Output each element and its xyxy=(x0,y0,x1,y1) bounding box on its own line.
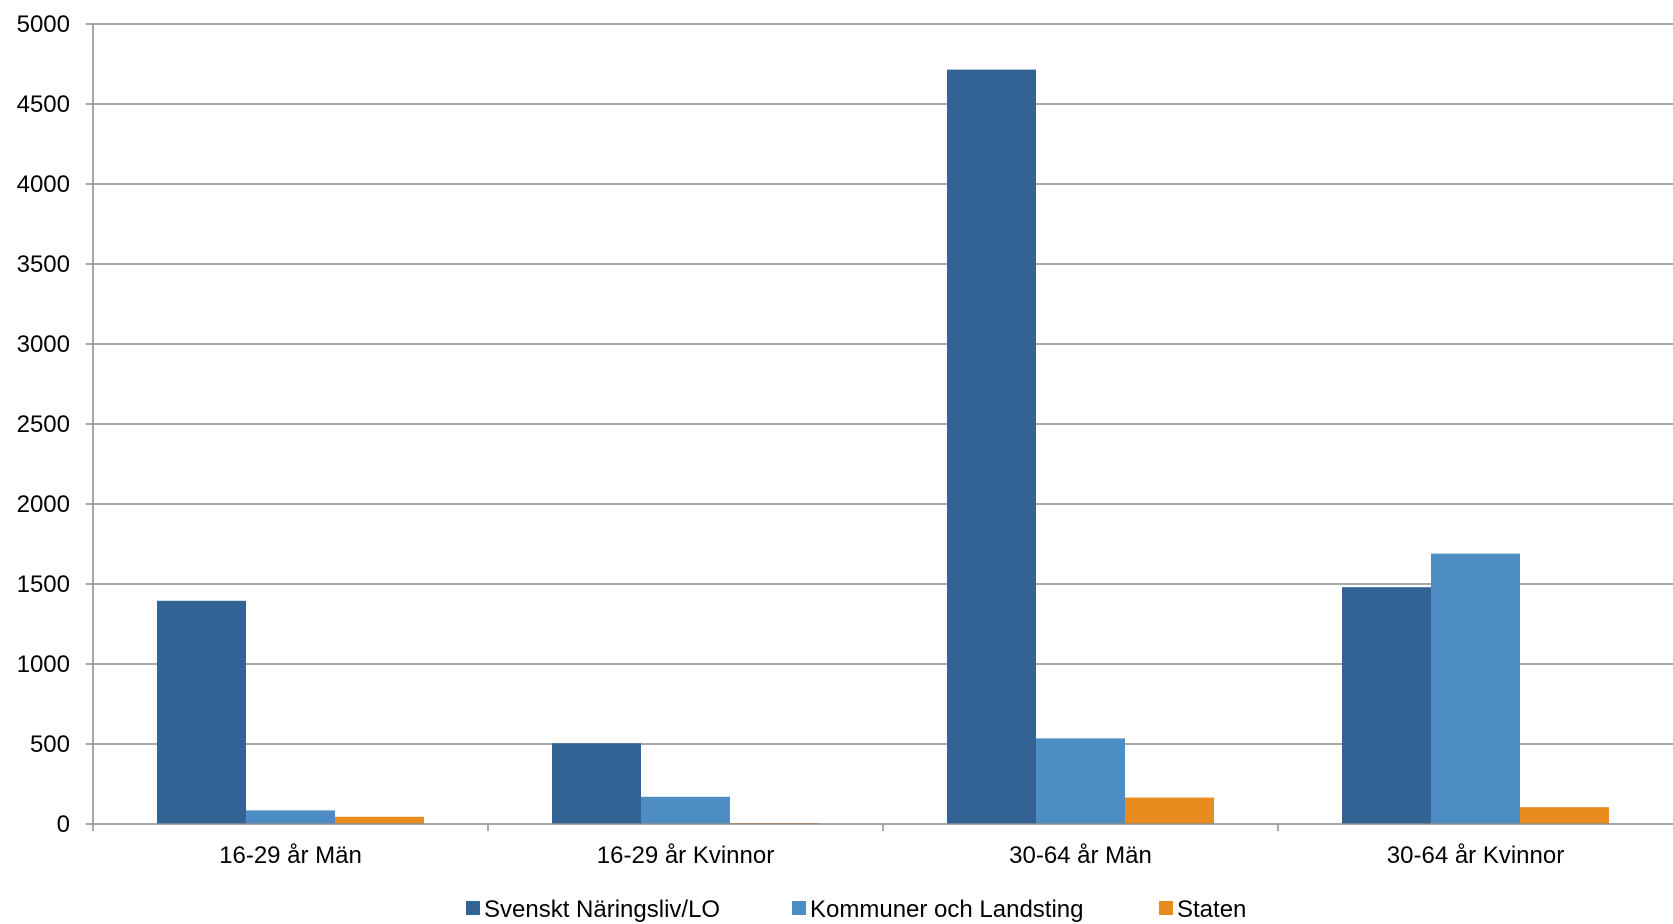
x-category-label: 16-29 år Män xyxy=(219,842,362,869)
y-tick-label: 5000 xyxy=(17,11,70,38)
y-axis-ticks: 0 500 1000 1500 2000 2500 3000 3500 4000 4500 5000 xyxy=(17,11,93,838)
legend-label: Svenskt Näringsliv/LO xyxy=(484,896,720,923)
y-tick-label: 3500 xyxy=(17,251,70,278)
y-tick-label: 1500 xyxy=(17,571,70,598)
bar xyxy=(641,796,730,824)
bar xyxy=(1342,587,1431,824)
gridlines xyxy=(93,23,1673,745)
bar xyxy=(1431,553,1520,824)
y-tick-label: 4000 xyxy=(17,171,70,198)
x-axis-labels: 16-29 år Män 16-29 år Kvinnor 30-64 år Män… xyxy=(219,842,1564,869)
y-tick-label: 4500 xyxy=(17,91,70,118)
x-category-label: 30-64 år Kvinnor xyxy=(1387,842,1564,869)
bar xyxy=(552,743,641,824)
legend-swatch xyxy=(1159,901,1173,915)
legend-label: Staten xyxy=(1177,896,1246,923)
bar xyxy=(1036,738,1125,824)
bar xyxy=(157,600,246,824)
y-tick-label: 2500 xyxy=(17,411,70,438)
axes xyxy=(92,24,1673,831)
y-tick-label: 2000 xyxy=(17,491,70,518)
bar xyxy=(335,816,424,824)
bar xyxy=(1125,797,1214,824)
bar xyxy=(1520,807,1609,824)
legend-swatch xyxy=(792,901,806,915)
bar xyxy=(246,810,335,824)
legend-item: Svenskt Näringsliv/LO xyxy=(466,896,720,923)
y-tick-label: 500 xyxy=(30,731,70,758)
x-category-label: 30-64 år Män xyxy=(1009,842,1152,869)
legend-swatch xyxy=(466,901,480,915)
x-category-label: 16-29 år Kvinnor xyxy=(597,842,774,869)
y-tick-label: 0 xyxy=(57,811,70,838)
bar xyxy=(947,69,1036,825)
y-tick-label: 3000 xyxy=(17,331,70,358)
legend-label: Kommuner och Landsting xyxy=(810,896,1084,923)
bars-group xyxy=(157,69,1609,825)
legend: Svenskt Näringsliv/LO Kommuner och Landst… xyxy=(466,896,1246,923)
legend-item: Staten xyxy=(1159,896,1246,923)
legend-item: Kommuner och Landsting xyxy=(792,896,1084,923)
y-tick-label: 1000 xyxy=(17,651,70,678)
